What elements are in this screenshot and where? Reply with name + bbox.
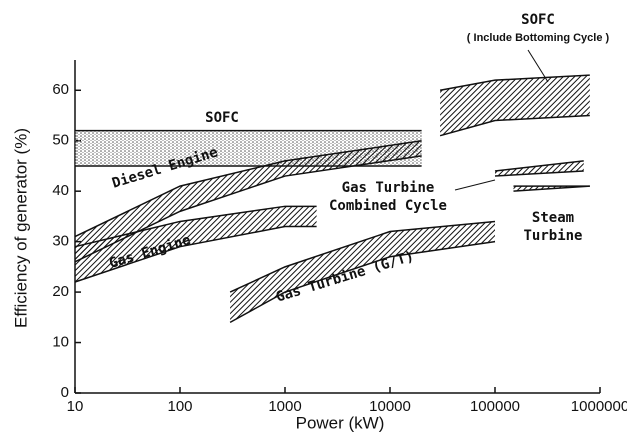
y-tick-label: 0	[61, 384, 69, 401]
y-axis-label: Efficiency of generator (%)	[11, 128, 30, 328]
band-fill	[495, 160, 584, 177]
y-tick-label: 20	[52, 283, 69, 300]
y-tick-label: 30	[52, 233, 69, 250]
band-upper-edge	[439, 74, 590, 92]
band-lower-edge	[74, 225, 317, 283]
band-upper-edge	[74, 205, 317, 248]
x-tick-label: 10000	[369, 398, 411, 415]
band-fill	[75, 140, 422, 262]
y-tick-label: 60	[52, 81, 69, 98]
series-label-line: SOFC	[521, 12, 555, 28]
series-label-line: Steam	[532, 210, 574, 226]
band-lower-edge	[513, 185, 590, 192]
x-tick-label: 100000	[470, 398, 520, 415]
band-lower-edge	[439, 114, 590, 137]
band-upper-edge	[494, 160, 584, 172]
series-label: Gas Turbine Combined Cycle	[329, 180, 447, 214]
leader	[454, 179, 496, 191]
band-upper-edge	[229, 220, 496, 293]
band-lower-edge	[494, 170, 584, 177]
band-fill	[230, 221, 496, 323]
band-lower-edge	[229, 240, 496, 324]
series-label-line: Gas Turbine	[342, 180, 435, 196]
series-label: Steam Turbine	[523, 210, 582, 244]
x-axis-label: Power (kW)	[296, 413, 385, 432]
x-tick-label: 1000	[268, 398, 301, 415]
series-label: SOFC	[521, 12, 555, 28]
series-label-line: SOFC	[205, 110, 239, 126]
band-fill	[440, 75, 590, 136]
leader	[527, 49, 549, 83]
x-tick-label: 1000000	[571, 398, 627, 415]
y-tick-label: 40	[52, 182, 69, 199]
y-tick-label: 10	[52, 334, 69, 351]
x-tick-label: 100	[167, 398, 192, 415]
series-note: ( Include Bottoming Cycle )	[467, 32, 610, 44]
band-fill	[75, 206, 317, 282]
band-upper-edge	[74, 139, 422, 238]
series-label-line: Turbine	[523, 228, 582, 244]
series-label-line: Combined Cycle	[329, 198, 447, 214]
y-tick-label: 50	[52, 132, 69, 149]
x-tick-label: 10	[67, 398, 84, 415]
series-label: SOFC	[205, 110, 239, 126]
